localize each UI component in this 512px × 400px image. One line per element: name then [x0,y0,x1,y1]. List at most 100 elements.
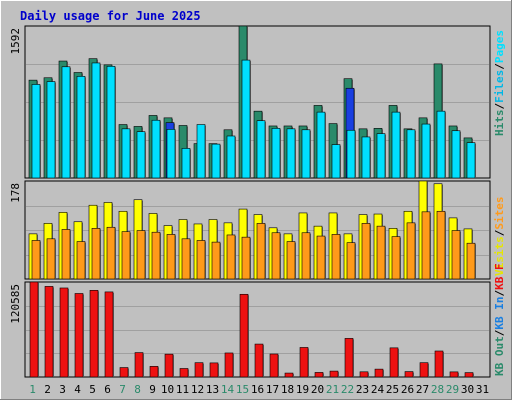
sites-bar-10 [166,234,176,280]
kbf-bar-9 [149,366,159,378]
kbf-bar-13 [209,362,219,378]
kbf-bar-7-fill [119,367,129,378]
kbf-bar-23 [359,371,369,378]
middle-max-label: 178 [9,183,22,203]
kbf-bar-21-fill [329,370,339,378]
top-legend-part: Hits [493,110,506,137]
kbf-bar-13-fill [209,362,219,378]
kbf-bar-1 [29,281,39,378]
top-legend: Hits/Files/Pages [493,30,506,136]
kbf-bar-18 [284,372,294,378]
files-bar-2-fill [46,81,56,179]
sites-bar-6 [106,226,116,280]
kbf-bar-28 [434,350,444,378]
files-bar-13-fill [211,143,221,179]
sites-bar-23-fill [361,223,371,280]
files-bar-29 [451,130,461,179]
kbf-bar-27 [419,362,429,378]
x-tick-label-5: 5 [89,383,96,396]
files-bar-12 [196,124,206,179]
kbf-bar-12 [194,362,204,378]
x-tick-label-17: 17 [266,383,279,396]
x-tick-label-14: 14 [221,383,235,396]
files-bar-8 [136,131,146,179]
x-tick-label-26: 26 [401,383,414,396]
kbf-bar-1-fill [29,281,39,378]
middle-legend-part: Sites [493,197,506,230]
sites-bar-10-fill [166,234,176,280]
files-bar-20 [316,111,326,179]
middle-legend-part: / [493,229,506,236]
x-tick-label-25: 25 [386,383,399,396]
files-bar-27 [421,123,431,179]
sites-bar-9 [151,231,161,280]
sites-bar-2-fill [46,238,56,280]
kbf-bar-3-fill [59,287,69,378]
kbf-bar-4-fill [74,293,84,378]
files-bar-9 [151,119,161,179]
files-bar-25-fill [391,111,401,179]
x-tick-label-28: 28 [431,383,444,396]
sites-bar-6-fill [106,226,116,280]
files-bar-23-fill [361,136,371,179]
kbf-bar-14-fill [224,352,234,378]
x-tick-label-9: 9 [149,383,156,396]
kbf-bar-21 [329,370,339,378]
kbf-bar-29-fill [449,371,459,378]
sites-bar-21-fill [331,234,341,280]
top-legend-part: / [493,63,506,70]
files-bar-22 [346,129,356,179]
x-tick-label-24: 24 [371,383,385,396]
kbf-bar-28-fill [434,350,444,378]
sites-bar-5 [91,228,101,280]
x-tick-label-11: 11 [176,383,189,396]
sites-bar-27 [421,211,431,280]
files-bar-13 [211,143,221,179]
sites-bar-7-fill [121,231,131,280]
sites-bar-23 [361,223,371,280]
sites-bar-17-fill [271,232,281,280]
x-tick-label-8: 8 [134,383,141,396]
sites-bar-4 [76,241,86,280]
files-bar-29-fill [451,130,461,179]
sites-bar-13 [211,241,221,280]
files-bar-8-fill [136,131,146,179]
x-tick-label-18: 18 [281,383,294,396]
kbf-bar-22-fill [344,338,354,378]
sites-bar-7 [121,231,131,280]
files-bar-6-fill [106,65,116,179]
x-tick-label-1: 1 [29,383,36,396]
kbf-bar-29 [449,371,459,378]
kbf-bar-7 [119,367,129,378]
x-tick-label-30: 30 [461,383,474,396]
bottom-legend-part: KB Out [493,336,506,376]
kbf-bar-23-fill [359,371,369,378]
kbf-bar-16-fill [254,343,264,378]
kbf-bar-5-fill [89,290,99,378]
kbf-bar-30 [464,372,474,378]
sites-bar-21 [331,234,341,280]
files-bar-10 [166,129,176,179]
sites-bar-25 [391,236,401,280]
sites-bar-29-fill [451,230,461,280]
sites-bar-8-fill [136,230,146,280]
kbf-bar-6-fill [104,291,114,378]
kbf-bar-16 [254,343,264,378]
sites-bar-25-fill [391,236,401,280]
sites-bar-5-fill [91,228,101,280]
top-legend-part: Pages [493,30,506,63]
kbf-bar-4 [74,293,84,378]
sites-bar-18 [286,241,296,280]
sites-bar-28-fill [436,210,446,280]
files-bar-28-fill [436,110,446,179]
kbf-bar-5 [89,290,99,378]
x-tick-label-12: 12 [191,383,204,396]
files-bar-1 [31,84,41,179]
sites-bar-13-fill [211,241,221,280]
x-tick-label-10: 10 [161,383,174,396]
bottom-legend-part: / [493,329,506,336]
chart-title: Daily usage for June 2025 [20,9,201,23]
top-legend-part: Files [493,70,506,103]
kbf-bar-19-fill [299,347,309,378]
